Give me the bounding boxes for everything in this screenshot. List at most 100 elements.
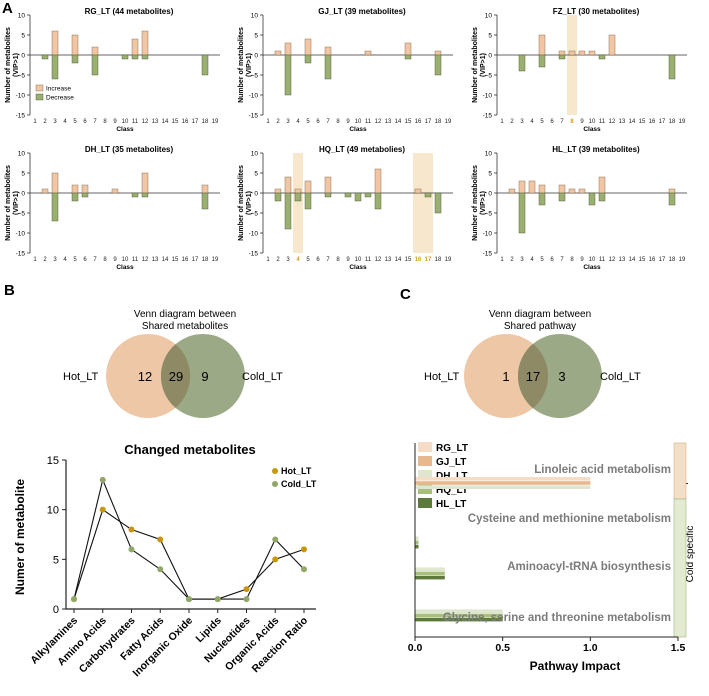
x-tick-label: 13 [619,257,626,263]
x-tick-label: 9 [346,257,350,263]
increase-bar [404,42,412,56]
x-tick-label: 9 [346,119,350,125]
y-tick-label: -5 [252,73,258,80]
decrease-bar [588,192,596,206]
x-tick-label: 10 [355,257,362,263]
y-tick-label: 10 [18,13,26,20]
x-tick-label: 5 [540,119,544,125]
x-tick-label: 18 [669,257,676,263]
y-tick-label: -10 [16,231,26,238]
venn-b-overlap [160,344,191,408]
y-tick-label: 0 [21,191,25,198]
x-tick-label: 7 [560,119,564,125]
increase-bar [71,34,79,56]
decrease-bar [374,192,382,210]
x-tick-label: 10 [589,257,596,263]
venn-c-title-1: Venn diagram between [489,309,591,320]
decrease-bar [558,54,566,60]
y-tick-label: 0 [254,53,258,60]
x-tick-label: 8 [103,257,107,263]
decrease-bar [558,192,566,202]
y-tick-label: 0 [21,53,25,60]
x-tick-label: 11 [132,119,139,125]
chart-title: GJ_LT (39 metabolites) [318,7,406,16]
x-tick-label: 1 [500,119,504,125]
line-y-tick-label: 10 [47,505,59,517]
y-tick-label: 5 [488,33,492,40]
y-tick-label: -5 [486,211,492,218]
chart-title: DH_LT (35 metabolites) [85,145,174,154]
venn-b-left-count: 12 [138,369,152,384]
x-tick-label: 8 [336,257,340,263]
increase-bar [558,50,566,56]
x-tick-label: 6 [550,119,554,125]
x-tick-label: 10 [122,119,129,125]
x-tick-label: 15 [405,257,412,263]
venn-b-left-label: Hot_LT [63,371,99,383]
pathway-bar-hq-lt [415,613,503,618]
legend-decrease-label: Decrease [46,95,74,102]
chart-title: FZ_LT (30 metabolites) [553,7,640,16]
x-tick-label: 8 [570,119,574,125]
x-tick-label: 6 [316,119,320,125]
decrease-bar [141,54,149,60]
x-tick-label: 7 [326,257,330,263]
x-tick-label: 19 [212,119,219,125]
x-tick-label: 18 [202,119,209,125]
y-tick-label: -5 [252,211,258,218]
x-tick-label: 14 [162,119,169,125]
increase-bar [364,50,372,56]
x-tick-label: 16 [649,257,656,263]
x-tick-label: 4 [296,257,300,263]
increase-bar [568,50,576,56]
pathway-legend-swatch [418,442,432,452]
increase-bar [274,50,282,56]
x-tick-label: 3 [520,119,524,125]
increase-bar [598,176,606,194]
legend-increase-swatch [35,84,44,92]
x-tick-label: 12 [375,257,382,263]
pathway-x-tick-label: 1.0 [583,642,598,654]
decrease-bar [284,192,292,230]
x-tick-label: 17 [425,257,432,263]
increase-bar [518,180,526,194]
venn-c-left-count: 1 [502,369,509,384]
y-tick-label: 5 [21,171,25,178]
x-tick-label: 3 [520,257,524,263]
y-tick-label: 5 [254,171,258,178]
line-point-hot-lt [272,556,279,563]
y-tick-label: -5 [486,73,492,80]
pathway-bar-hl-lt [415,544,419,549]
x-tick-label: 13 [152,257,159,263]
x-tick-label: 19 [445,119,452,125]
x-tick-label: 15 [172,257,179,263]
y-tick-label: 10 [485,13,493,20]
legend-cold-label: Cold_LT [281,479,317,489]
x-tick-label: 2 [510,257,514,263]
line-point-cold-lt [301,566,307,573]
decrease-bar [668,192,676,206]
pathway-legend-label: DH_LT [436,471,467,482]
y-axis-label-line2: (VIP>1) [480,53,487,77]
x-tick-label: 4 [63,119,67,125]
panel-label-c: C [400,286,411,303]
panel-label-a: A [2,0,13,17]
x-tick-label: 17 [192,257,199,263]
increase-bar [284,42,292,56]
chart-title: HL_LT (39 metabolites) [552,145,640,154]
decrease-bar [141,192,149,198]
x-tick-label: 16 [415,119,422,125]
x-tick-label: 18 [669,119,676,125]
venn-c-shared-count: 17 [526,369,540,384]
x-tick-label: 1 [500,257,504,263]
decrease-bar [324,192,332,198]
pathway-legend-label: HL_LT [436,499,466,510]
x-tick-label: 19 [212,257,219,263]
pathway-bar-hl-lt [415,617,503,622]
decrease-bar [201,192,209,210]
x-tick-label: 6 [83,257,87,263]
x-tick-label: 6 [83,119,87,125]
x-tick-label: 3 [286,119,290,125]
x-tick-label: 2 [276,257,280,263]
